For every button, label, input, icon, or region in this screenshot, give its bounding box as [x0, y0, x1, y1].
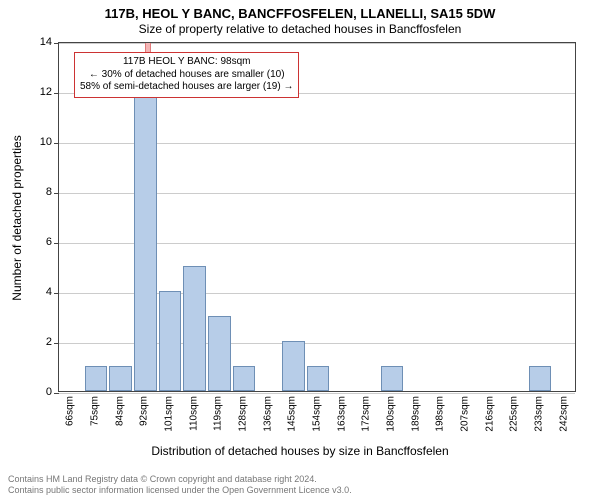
histogram-bar [134, 66, 157, 391]
ytick-mark [54, 243, 59, 244]
xtick-label: 119sqm [213, 396, 224, 431]
ytick-label: 4 [24, 286, 52, 298]
histogram-bar [183, 266, 206, 391]
annotation-line: 117B HEOL Y BANC: 98sqm [80, 56, 293, 69]
xtick-label: 128sqm [238, 396, 249, 432]
xtick-label: 101sqm [164, 396, 175, 432]
x-axis-label: Distribution of detached houses by size … [0, 444, 600, 458]
histogram-bar [307, 366, 330, 391]
histogram-bar [159, 291, 182, 391]
xtick-label: 198sqm [435, 396, 446, 432]
xtick-label: 189sqm [410, 396, 421, 432]
xtick-label: 136sqm [262, 396, 273, 432]
ytick-mark [54, 43, 59, 44]
xtick-label: 66sqm [65, 396, 76, 426]
ytick-mark [54, 293, 59, 294]
ytick-mark [54, 393, 59, 394]
xtick-label: 180sqm [386, 396, 397, 432]
xtick-label: 145sqm [287, 396, 298, 432]
histogram-bar [282, 341, 305, 391]
histogram-bar [233, 366, 256, 391]
xtick-label: 92sqm [139, 396, 150, 426]
ytick-label: 10 [24, 136, 52, 148]
ytick-label: 0 [24, 386, 52, 398]
xtick-label: 84sqm [114, 396, 125, 426]
ytick-label: 6 [24, 236, 52, 248]
xtick-label: 163sqm [336, 396, 347, 432]
ytick-mark [54, 343, 59, 344]
xtick-label: 154sqm [312, 396, 323, 432]
ytick-mark [54, 143, 59, 144]
annotation-box: 117B HEOL Y BANC: 98sqm← 30% of detached… [74, 52, 299, 98]
footer-line-1: Contains HM Land Registry data © Crown c… [8, 474, 352, 485]
xtick-label: 75sqm [90, 396, 101, 426]
histogram-bar [85, 366, 108, 391]
xtick-label: 225sqm [509, 396, 520, 432]
ytick-label: 8 [24, 186, 52, 198]
xtick-label: 242sqm [558, 396, 569, 432]
ytick-mark [54, 93, 59, 94]
annotation-line: ← 30% of detached houses are smaller (10… [80, 69, 293, 82]
annotation-line: 58% of semi-detached houses are larger (… [80, 81, 293, 94]
footer-line-2: Contains public sector information licen… [8, 485, 352, 496]
xtick-label: 216sqm [484, 396, 495, 432]
histogram-bar [208, 316, 231, 391]
ytick-label: 2 [24, 336, 52, 348]
chart-container: 117B, HEOL Y BANC, BANCFFOSFELEN, LLANEL… [0, 0, 600, 500]
xtick-label: 110sqm [188, 396, 199, 431]
footer-attribution: Contains HM Land Registry data © Crown c… [8, 474, 352, 496]
xtick-label: 233sqm [534, 396, 545, 432]
y-axis-label: Number of detached properties [10, 53, 24, 218]
gridline [59, 393, 575, 394]
chart-subtitle: Size of property relative to detached ho… [0, 22, 600, 36]
histogram-bar [109, 366, 132, 391]
chart-title: 117B, HEOL Y BANC, BANCFFOSFELEN, LLANEL… [0, 6, 600, 21]
xtick-label: 172sqm [361, 396, 372, 432]
gridline [59, 43, 575, 44]
histogram-bar [529, 366, 552, 391]
ytick-label: 14 [24, 36, 52, 48]
ytick-mark [54, 193, 59, 194]
ytick-label: 12 [24, 86, 52, 98]
histogram-bar [381, 366, 404, 391]
xtick-label: 207sqm [460, 396, 471, 432]
